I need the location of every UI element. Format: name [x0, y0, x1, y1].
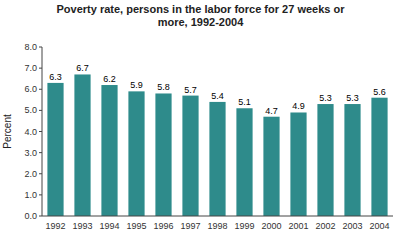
y-tick-label: 6.0: [24, 84, 37, 94]
data-label: 5.1: [238, 97, 251, 107]
y-tick: [39, 47, 42, 48]
data-label: 6.3: [49, 72, 62, 82]
bars: [47, 74, 387, 216]
data-label: 5.3: [346, 93, 359, 103]
y-tick-label: 5.0: [24, 105, 37, 115]
bar: [128, 91, 144, 216]
data-label: 5.3: [319, 93, 332, 103]
x-tick-label: 1998: [207, 221, 227, 231]
title-line: more, 1992-2004: [158, 16, 244, 28]
y-tick: [39, 194, 42, 195]
bar: [317, 104, 333, 216]
y-tick-label: 1.0: [24, 190, 37, 200]
bar: [263, 117, 279, 216]
y-tick-label: 0.0: [24, 211, 37, 221]
x-tick-label: 2003: [342, 221, 362, 231]
bar: [290, 112, 306, 216]
y-tick: [39, 216, 42, 217]
x-tick-label: 1994: [99, 221, 119, 231]
y-tick: [39, 152, 42, 153]
data-label: 5.4: [211, 91, 224, 101]
x-tick-label: 2001: [288, 221, 308, 231]
y-tick-label: 4.0: [24, 127, 37, 137]
y-tick: [39, 110, 42, 111]
x-tick-label: 2004: [369, 221, 389, 231]
bar: [101, 85, 117, 216]
y-tick-label: 8.0: [24, 42, 37, 52]
data-label: 5.9: [130, 80, 143, 90]
y-tick: [39, 68, 42, 69]
bar: [182, 96, 198, 216]
data-label: 5.6: [373, 87, 386, 97]
data-label: 6.7: [76, 63, 89, 73]
x-tick-label: 2002: [315, 221, 335, 231]
bar: [209, 102, 225, 216]
data-label: 4.9: [292, 101, 305, 111]
data-label: 6.2: [103, 74, 116, 84]
y-tick-label: 7.0: [24, 63, 37, 73]
data-label: 5.7: [184, 85, 197, 95]
x-tick-label: 1997: [180, 221, 200, 231]
y-tick-label: 3.0: [24, 148, 37, 158]
x-tick-label: 1996: [153, 221, 173, 231]
bar: [155, 93, 171, 216]
bar: [74, 74, 90, 216]
y-tick: [39, 173, 42, 174]
title-line: Poverty rate, persons in the labor force…: [57, 3, 346, 15]
bar: [371, 98, 387, 216]
chart: Poverty rate, persons in the labor force…: [0, 0, 401, 238]
y-axis-label: Percent: [2, 114, 13, 149]
x-tick-label: 1993: [72, 221, 92, 231]
y-tick-label: 2.0: [24, 169, 37, 179]
x-axis-line: [42, 216, 393, 217]
y-tick: [39, 89, 42, 90]
y-tick: [39, 131, 42, 132]
data-label: 4.7: [265, 106, 278, 116]
x-tick-label: 1999: [234, 221, 254, 231]
bar: [344, 104, 360, 216]
x-tick-label: 1995: [126, 221, 146, 231]
bar: [47, 83, 63, 216]
data-label: 5.8: [157, 82, 170, 92]
x-tick-label: 1992: [45, 221, 65, 231]
x-tick-label: 2000: [261, 221, 281, 231]
title: Poverty rate, persons in the labor force…: [57, 3, 346, 28]
bar: [236, 108, 252, 216]
